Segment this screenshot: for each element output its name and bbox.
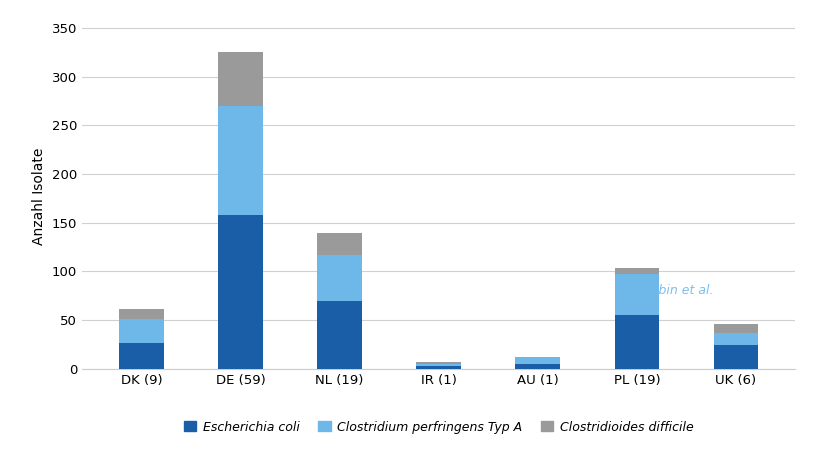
Legend: Escherichia coli, Clostridium perfringens Typ A, Clostridioides difficile: Escherichia coli, Clostridium perfringen…	[179, 416, 698, 438]
Bar	[613, 274, 658, 315]
Bar	[317, 233, 361, 255]
Bar	[713, 324, 758, 333]
Bar	[713, 345, 758, 369]
Y-axis label: Anzahl Isolate: Anzahl Isolate	[32, 147, 46, 245]
Bar	[218, 215, 263, 369]
Bar	[613, 315, 658, 369]
Bar	[416, 366, 460, 369]
Bar	[218, 106, 263, 215]
Bar	[119, 343, 164, 369]
Bar	[218, 52, 263, 106]
Text: Zerbin et al.: Zerbin et al.	[636, 284, 713, 297]
Bar	[317, 255, 361, 301]
Bar	[515, 364, 559, 369]
Bar	[713, 333, 758, 345]
Bar	[416, 362, 460, 364]
Bar	[515, 357, 559, 364]
Bar	[317, 301, 361, 369]
Bar	[416, 364, 460, 366]
Bar	[613, 268, 658, 274]
Bar	[119, 319, 164, 343]
Bar	[119, 309, 164, 319]
